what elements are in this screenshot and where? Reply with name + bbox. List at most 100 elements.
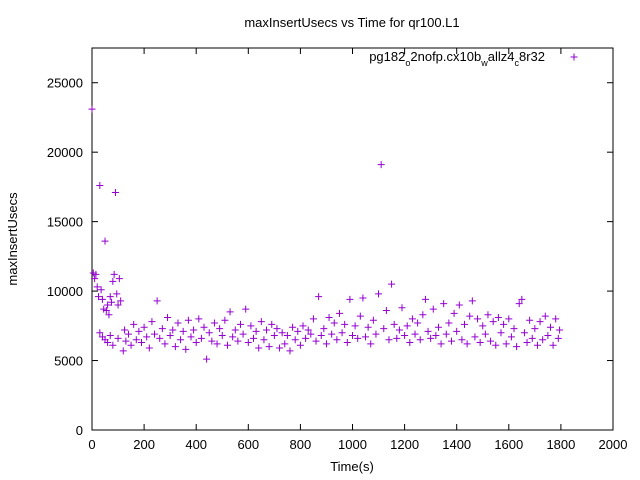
data-point (252, 327, 260, 335)
data-point (328, 330, 336, 338)
data-point (250, 334, 258, 342)
data-point (105, 311, 113, 319)
chart-title: maxInsertUsecs vs Time for qr100.L1 (244, 15, 459, 30)
data-point (190, 326, 198, 334)
data-point (403, 322, 411, 330)
data-point (242, 305, 250, 313)
data-point (174, 319, 182, 327)
data-point (312, 337, 320, 345)
data-point (137, 338, 145, 346)
x-tick-label: 0 (88, 437, 95, 452)
data-point (362, 333, 370, 341)
y-tick-label: 20000 (47, 145, 83, 160)
y-tick-label: 5000 (54, 354, 83, 369)
data-point (153, 297, 161, 305)
data-point (416, 336, 424, 344)
data-point (96, 182, 104, 190)
data-point (320, 325, 328, 333)
data-point (195, 315, 203, 323)
data-point (429, 305, 437, 313)
data-point (372, 330, 380, 338)
data-point (406, 338, 414, 346)
data-point (510, 325, 518, 333)
data-point (101, 237, 109, 245)
data-point (338, 329, 346, 337)
data-point (322, 340, 330, 348)
data-point (489, 318, 497, 326)
data-point (424, 327, 432, 335)
data-point (539, 336, 547, 344)
data-point (523, 338, 531, 346)
data-point (341, 320, 349, 328)
data-point (270, 332, 278, 340)
data-point (97, 286, 105, 294)
data-point (474, 315, 482, 323)
x-tick-label: 600 (237, 437, 259, 452)
data-point (127, 341, 135, 349)
data-point (343, 338, 351, 346)
data-point (442, 330, 450, 338)
data-point (333, 336, 341, 344)
data-point (218, 332, 226, 340)
data-point (411, 330, 419, 338)
data-point (276, 344, 284, 352)
data-point (505, 315, 513, 323)
data-point (356, 312, 364, 320)
data-point (325, 313, 333, 321)
data-point (526, 316, 534, 324)
data-point (171, 343, 179, 351)
data-point (520, 329, 528, 337)
data-point (518, 295, 526, 303)
data-point (122, 337, 130, 345)
data-point (273, 325, 281, 333)
data-point (453, 327, 461, 335)
data-point (205, 329, 213, 337)
data-point (231, 326, 239, 334)
data-point (471, 333, 479, 341)
data-point (145, 344, 153, 352)
data-point (461, 320, 469, 328)
data-point (367, 340, 375, 348)
data-point (184, 316, 192, 324)
data-point (255, 344, 263, 352)
y-tick-label: 10000 (47, 284, 83, 299)
data-point (401, 332, 409, 340)
data-point (164, 313, 172, 321)
x-tick-label: 1600 (494, 437, 523, 452)
data-point (364, 323, 372, 331)
data-point (117, 297, 125, 305)
data-point (335, 309, 343, 317)
data-point (121, 326, 129, 334)
data-point (257, 318, 265, 326)
data-point (286, 347, 294, 355)
data-point (148, 318, 156, 326)
data-point (354, 334, 362, 342)
data-point (278, 329, 286, 337)
data-point (234, 337, 242, 345)
data-point (468, 297, 476, 305)
y-axis: 0 5000 10000 15000 20000 25000 (47, 76, 613, 438)
data-point (507, 333, 515, 341)
x-tick-label: 800 (290, 437, 312, 452)
data-point (299, 322, 307, 330)
data-point (513, 343, 521, 351)
data-point (124, 330, 132, 338)
data-point (132, 336, 140, 344)
data-point (192, 338, 200, 346)
data-point (393, 334, 401, 342)
data-point (487, 337, 495, 345)
data-point (388, 280, 396, 288)
data-point (304, 326, 312, 334)
data-point (502, 340, 510, 348)
data-point (156, 334, 164, 342)
legend-marker-symbol (570, 53, 578, 61)
y-axis-label: maxInsertUsecs (5, 192, 20, 286)
y-tick-label: 15000 (47, 215, 83, 230)
data-point (229, 333, 237, 341)
x-tick-label: 1400 (442, 437, 471, 452)
plot-frame (91, 47, 614, 431)
data-point (265, 343, 273, 351)
data-point (307, 330, 315, 338)
data-point (92, 270, 100, 278)
data-point (377, 161, 385, 169)
